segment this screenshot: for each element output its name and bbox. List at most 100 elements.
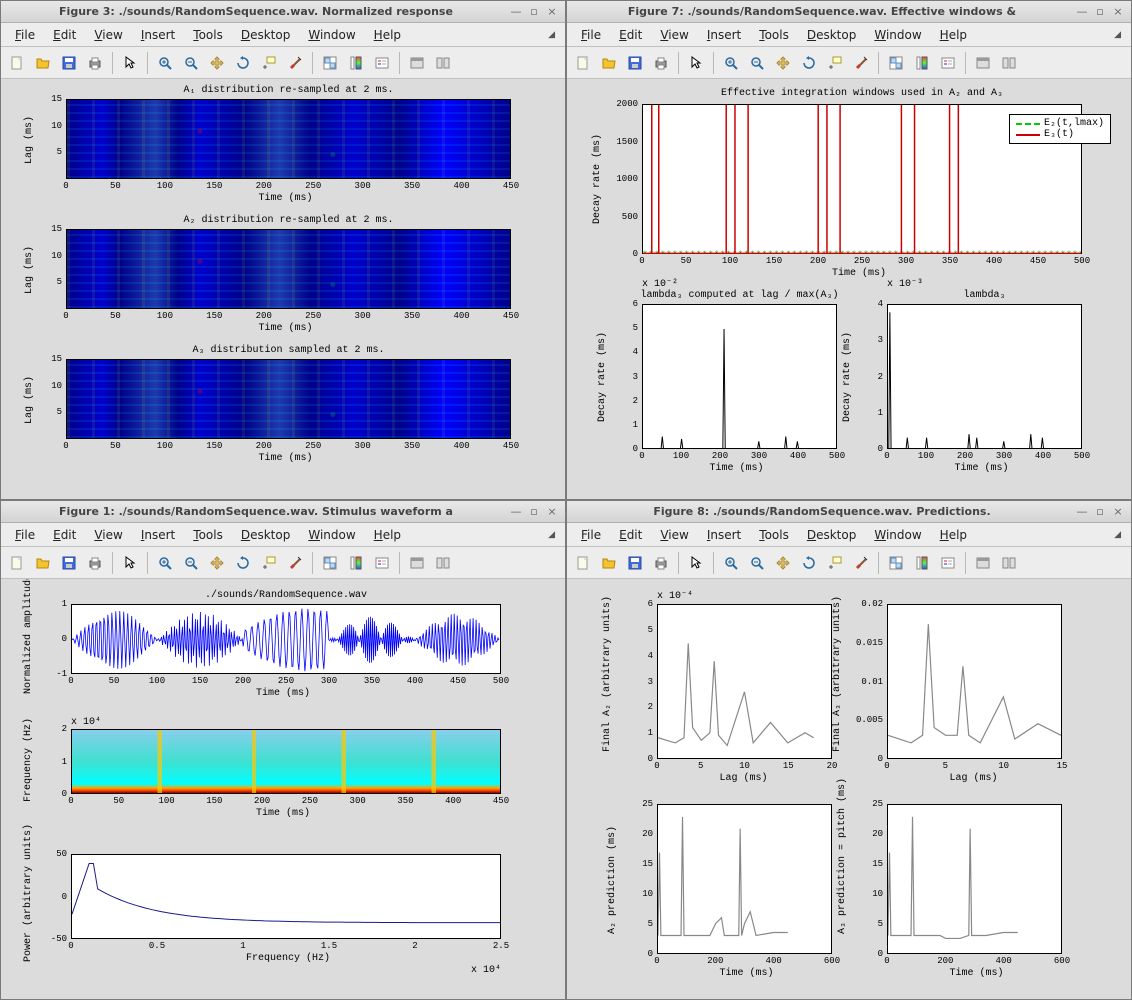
menu-overflow-icon[interactable]: ◢ — [1114, 30, 1125, 40]
brush-icon[interactable] — [283, 51, 307, 75]
menu-edit[interactable]: Edit — [611, 526, 650, 544]
hide-tools-icon[interactable] — [971, 551, 995, 575]
show-tools-icon[interactable] — [997, 551, 1021, 575]
menu-edit[interactable]: Edit — [45, 526, 84, 544]
menu-desktop[interactable]: Desktop — [233, 26, 299, 44]
data-cursor-icon[interactable] — [823, 551, 847, 575]
data-cursor-icon[interactable] — [823, 51, 847, 75]
new-file-icon[interactable] — [571, 551, 595, 575]
zoom-out-icon[interactable] — [745, 551, 769, 575]
pointer-icon[interactable] — [118, 51, 142, 75]
pan-icon[interactable] — [205, 551, 229, 575]
colorbar-icon[interactable] — [910, 551, 934, 575]
zoom-in-icon[interactable] — [153, 551, 177, 575]
print-icon[interactable] — [649, 551, 673, 575]
menu-window[interactable]: Window — [866, 26, 929, 44]
menu-file[interactable]: File — [573, 526, 609, 544]
save-icon[interactable] — [623, 551, 647, 575]
link-plot-icon[interactable] — [884, 551, 908, 575]
brush-icon[interactable] — [849, 51, 873, 75]
print-icon[interactable] — [83, 551, 107, 575]
pointer-icon[interactable] — [118, 551, 142, 575]
menu-desktop[interactable]: Desktop — [799, 526, 865, 544]
menu-overflow-icon[interactable]: ◢ — [548, 530, 559, 540]
close-icon[interactable]: × — [1111, 505, 1125, 519]
menu-window[interactable]: Window — [300, 526, 363, 544]
minimize-icon[interactable]: — — [509, 5, 523, 19]
legend-icon[interactable] — [936, 51, 960, 75]
brush-icon[interactable] — [283, 551, 307, 575]
zoom-out-icon[interactable] — [745, 51, 769, 75]
menu-view[interactable]: View — [652, 526, 696, 544]
link-plot-icon[interactable] — [884, 51, 908, 75]
link-plot-icon[interactable] — [318, 51, 342, 75]
menu-file[interactable]: File — [7, 526, 43, 544]
minimize-icon[interactable]: — — [1075, 5, 1089, 19]
rotate-icon[interactable] — [231, 551, 255, 575]
show-tools-icon[interactable] — [431, 551, 455, 575]
colorbar-icon[interactable] — [344, 551, 368, 575]
menu-tools[interactable]: Tools — [185, 26, 231, 44]
link-plot-icon[interactable] — [318, 551, 342, 575]
menu-overflow-icon[interactable]: ◢ — [1114, 530, 1125, 540]
menu-file[interactable]: File — [7, 26, 43, 44]
maximize-icon[interactable]: ▫ — [527, 5, 541, 19]
open-folder-icon[interactable] — [31, 51, 55, 75]
rotate-icon[interactable] — [797, 51, 821, 75]
save-icon[interactable] — [57, 51, 81, 75]
legend-icon[interactable] — [936, 551, 960, 575]
menu-window[interactable]: Window — [300, 26, 363, 44]
menu-desktop[interactable]: Desktop — [233, 526, 299, 544]
brush-icon[interactable] — [849, 551, 873, 575]
open-folder-icon[interactable] — [597, 551, 621, 575]
pan-icon[interactable] — [771, 551, 795, 575]
menu-view[interactable]: View — [652, 26, 696, 44]
save-icon[interactable] — [623, 51, 647, 75]
new-file-icon[interactable] — [571, 51, 595, 75]
menu-insert[interactable]: Insert — [133, 526, 183, 544]
legend-icon[interactable] — [370, 51, 394, 75]
open-folder-icon[interactable] — [597, 51, 621, 75]
menu-tools[interactable]: Tools — [751, 526, 797, 544]
menu-help[interactable]: Help — [932, 26, 975, 44]
pan-icon[interactable] — [771, 51, 795, 75]
open-folder-icon[interactable] — [31, 551, 55, 575]
maximize-icon[interactable]: ▫ — [527, 505, 541, 519]
data-cursor-icon[interactable] — [257, 51, 281, 75]
menu-view[interactable]: View — [86, 26, 130, 44]
colorbar-icon[interactable] — [910, 51, 934, 75]
hide-tools-icon[interactable] — [405, 51, 429, 75]
pointer-icon[interactable] — [684, 551, 708, 575]
menu-insert[interactable]: Insert — [133, 26, 183, 44]
menu-help[interactable]: Help — [932, 526, 975, 544]
rotate-icon[interactable] — [231, 51, 255, 75]
menu-tools[interactable]: Tools — [185, 526, 231, 544]
menu-window[interactable]: Window — [866, 526, 929, 544]
menu-tools[interactable]: Tools — [751, 26, 797, 44]
colorbar-icon[interactable] — [344, 51, 368, 75]
data-cursor-icon[interactable] — [257, 551, 281, 575]
zoom-in-icon[interactable] — [719, 51, 743, 75]
menu-file[interactable]: File — [573, 26, 609, 44]
show-tools-icon[interactable] — [997, 51, 1021, 75]
menu-insert[interactable]: Insert — [699, 526, 749, 544]
show-tools-icon[interactable] — [431, 51, 455, 75]
menu-insert[interactable]: Insert — [699, 26, 749, 44]
hide-tools-icon[interactable] — [405, 551, 429, 575]
menu-help[interactable]: Help — [366, 526, 409, 544]
zoom-in-icon[interactable] — [719, 551, 743, 575]
pointer-icon[interactable] — [684, 51, 708, 75]
menu-edit[interactable]: Edit — [45, 26, 84, 44]
zoom-out-icon[interactable] — [179, 51, 203, 75]
minimize-icon[interactable]: — — [509, 505, 523, 519]
menu-view[interactable]: View — [86, 526, 130, 544]
zoom-in-icon[interactable] — [153, 51, 177, 75]
zoom-out-icon[interactable] — [179, 551, 203, 575]
rotate-icon[interactable] — [797, 551, 821, 575]
pan-icon[interactable] — [205, 51, 229, 75]
print-icon[interactable] — [83, 51, 107, 75]
new-file-icon[interactable] — [5, 51, 29, 75]
hide-tools-icon[interactable] — [971, 51, 995, 75]
minimize-icon[interactable]: — — [1075, 505, 1089, 519]
maximize-icon[interactable]: ▫ — [1093, 5, 1107, 19]
